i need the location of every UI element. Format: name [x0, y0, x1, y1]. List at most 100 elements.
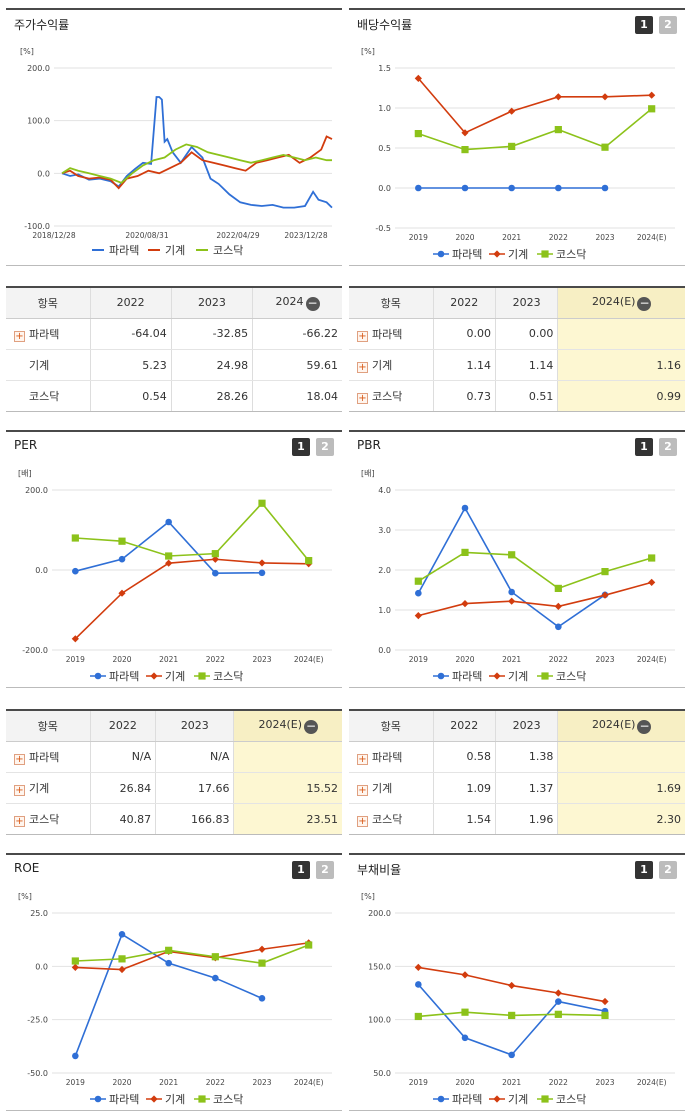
expand-icon[interactable]: +	[14, 785, 25, 797]
para-point	[415, 589, 422, 597]
view-1-button[interactable]: 1	[292, 438, 310, 456]
table-cell: 0.73	[432, 380, 496, 411]
kosdaq-point	[198, 672, 206, 680]
collapse-icon[interactable]: −	[637, 718, 652, 734]
panel-title: PBR	[357, 438, 381, 452]
para-point	[258, 995, 266, 1002]
expand-icon[interactable]: +	[357, 753, 368, 765]
table-row: + 기계 26.84 17.66 15.52	[6, 772, 342, 805]
para-point	[118, 555, 126, 563]
expand-icon[interactable]: +	[357, 362, 368, 374]
kosdaq-point	[165, 552, 173, 560]
expand-icon[interactable]: +	[14, 330, 25, 342]
header-item: 항목	[6, 711, 90, 742]
view-2-button[interactable]: 2	[659, 861, 677, 879]
kosdaq-point	[165, 946, 173, 954]
x-tick-label: 2020	[112, 1078, 131, 1087]
kosdaq-point	[601, 143, 609, 151]
pbr-panel: PBR 1 2 [배] 4.0 3.0 2.0 1.0 0.0 2019 2020 2021 20…	[349, 430, 685, 688]
para-legend-label: 파라텍	[452, 1093, 482, 1106]
machine-point	[493, 250, 501, 258]
expand-icon[interactable]: +	[14, 816, 25, 828]
x-tick-label: 2020/08/31	[125, 231, 168, 240]
expand-icon[interactable]: +	[357, 393, 368, 405]
view-2-button[interactable]: 2	[316, 861, 334, 879]
machine-point	[648, 578, 656, 586]
x-tick-label: 2020	[455, 655, 474, 664]
roe-chart: [%] 25.0 0.0 -25.0 -50.0 2019 2020 2021 2022 2023…	[18, 892, 332, 1106]
kosdaq-legend-label: 코스닥	[556, 670, 586, 683]
para-point	[165, 518, 172, 526]
y-tick-label: 2.0	[378, 566, 391, 575]
kosdaq-point	[554, 584, 562, 592]
para-point	[555, 998, 562, 1005]
roe-panel: ROE 1 2 [%] 25.0 0.0 -25.0 -50.0 2019 2020 2021…	[6, 853, 342, 1111]
table-cell: -32.85	[170, 318, 253, 350]
view-2-button[interactable]: 2	[659, 16, 677, 34]
view-1-button[interactable]: 1	[635, 861, 653, 879]
per-table: 항목 2022 2023 2024(E) − + 파라텍 N/A N/A + 기계 26.84 17.6…	[6, 709, 342, 835]
header-item: 항목	[6, 288, 90, 319]
machine-point	[554, 93, 562, 101]
y-tick-label: 1.0	[378, 104, 391, 113]
y-tick-label: 0.0	[37, 169, 50, 178]
y-tick-label: -200.0	[22, 646, 48, 655]
y-tick-label: -25.0	[27, 1016, 48, 1025]
collapse-icon[interactable]: −	[637, 295, 652, 311]
collapse-icon[interactable]: −	[303, 718, 318, 734]
x-tick-label: 2020	[455, 233, 474, 242]
x-tick-label: 2019	[66, 1078, 85, 1087]
machine-legend-label: 기계	[508, 248, 528, 261]
collapse-icon[interactable]: −	[305, 295, 320, 311]
y-tick-label: -100.0	[24, 222, 50, 231]
machine-line	[418, 581, 652, 617]
kosdaq-point	[211, 550, 219, 558]
header-year: 2024(E) −	[557, 288, 685, 319]
kosdaq-point	[305, 941, 313, 949]
machine-point	[508, 107, 516, 115]
y-tick-label: 0.0	[378, 646, 391, 655]
kosdaq-point	[198, 1095, 206, 1103]
kosdaq-point	[541, 672, 549, 680]
machine-point	[493, 1095, 501, 1103]
header-item: 항목	[349, 288, 433, 319]
y-tick-label: 0.0	[35, 962, 48, 971]
machine-line	[75, 942, 309, 971]
table-row: + 파라텍 0.58 1.38	[349, 741, 685, 773]
x-tick-label: 2019	[409, 233, 428, 242]
view-2-button[interactable]: 2	[659, 438, 677, 456]
view-1-button[interactable]: 1	[635, 16, 653, 34]
expand-icon[interactable]: +	[357, 816, 368, 828]
x-tick-label: 2022	[206, 1078, 225, 1087]
table-cell: 1.96	[494, 803, 558, 834]
row-label: 코스닥	[29, 390, 60, 404]
table-cell: 26.84	[89, 772, 156, 805]
x-tick-label: 2021	[159, 655, 178, 664]
table-cell: 18.04	[252, 380, 342, 411]
kosdaq-point	[648, 105, 656, 113]
para-point	[555, 184, 562, 192]
expand-icon[interactable]: +	[357, 785, 368, 797]
machine-point	[165, 559, 173, 567]
expand-icon[interactable]: +	[14, 753, 25, 765]
machine-line	[417, 77, 652, 134]
unit-label: [%]	[20, 47, 34, 56]
panel-title: 주가수익률	[14, 18, 70, 32]
view-1-button[interactable]: 1	[635, 438, 653, 456]
machine-point	[150, 1095, 158, 1103]
para-point	[601, 184, 609, 192]
unit-label: [%]	[361, 47, 375, 56]
y-tick-label: 25.0	[30, 909, 48, 918]
machine-point	[258, 559, 266, 567]
view-1-button[interactable]: 1	[292, 861, 310, 879]
kosdaq-legend-label: 코스닥	[213, 244, 243, 257]
expand-icon[interactable]: +	[357, 330, 368, 342]
view-2-button[interactable]: 2	[316, 438, 334, 456]
machine-point	[71, 635, 79, 643]
x-tick-label: 2019	[66, 655, 85, 664]
x-tick-label: 2024(E)	[637, 233, 667, 242]
header-year: 2022	[432, 711, 496, 742]
machine-legend-label: 기계	[508, 1093, 528, 1106]
para-point	[508, 184, 515, 192]
